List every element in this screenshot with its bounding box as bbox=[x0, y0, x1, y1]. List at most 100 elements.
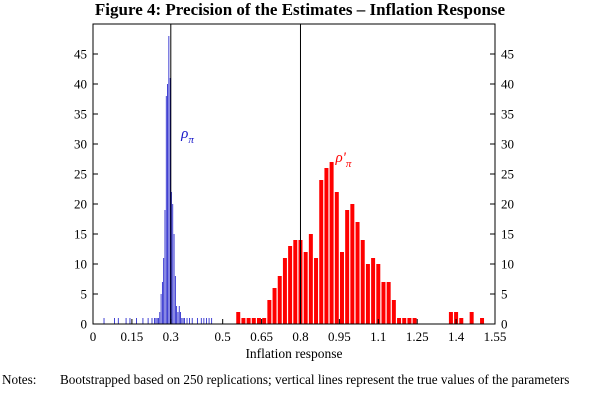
histogram-bar bbox=[277, 276, 282, 324]
y-tick-label-right: 20 bbox=[501, 197, 514, 212]
histogram-bar bbox=[376, 264, 381, 324]
y-tick-label-left: 40 bbox=[74, 77, 87, 92]
y-tick-label-right: 5 bbox=[501, 287, 508, 302]
histogram-bar bbox=[345, 210, 350, 324]
x-tick-label: 1.55 bbox=[484, 329, 507, 344]
series-labels-layer: ρπ ρ'π bbox=[180, 126, 352, 170]
y-tick-label-left: 5 bbox=[81, 287, 88, 302]
histogram-bar bbox=[155, 318, 157, 324]
histogram-bar bbox=[412, 318, 417, 324]
histogram-bar bbox=[158, 318, 159, 324]
histogram-bar bbox=[178, 306, 180, 324]
histogram-bar bbox=[371, 258, 376, 324]
y-tick-label-left: 15 bbox=[74, 227, 87, 242]
histogram-bar bbox=[469, 312, 474, 324]
y-tick-label-right: 45 bbox=[501, 47, 514, 62]
histogram-bar bbox=[246, 318, 251, 324]
histogram-bar bbox=[189, 318, 191, 324]
histogram-bar bbox=[308, 234, 313, 324]
histogram-bar bbox=[167, 84, 168, 324]
y-tick-label-left: 10 bbox=[74, 257, 87, 272]
histogram-bar bbox=[324, 168, 329, 324]
y-tick-label-right: 0 bbox=[501, 317, 508, 332]
series-label: ρ'π bbox=[334, 150, 351, 170]
histogram-bar bbox=[117, 318, 119, 324]
histogram-bar bbox=[334, 192, 339, 324]
y-tick-label-right: 30 bbox=[501, 137, 514, 152]
histogram-bar bbox=[480, 318, 485, 324]
histogram-bar bbox=[386, 282, 391, 324]
y-tick-label-right: 25 bbox=[501, 167, 514, 182]
histogram-bar bbox=[397, 318, 402, 324]
histogram-bar bbox=[163, 258, 165, 324]
histogram-bar bbox=[103, 318, 105, 324]
histogram-bar bbox=[350, 204, 355, 324]
histogram-bar bbox=[314, 258, 319, 324]
histogram-bar bbox=[241, 318, 246, 324]
histogram-bar bbox=[208, 318, 210, 324]
x-tick-label: 1.1 bbox=[370, 329, 386, 344]
histogram-bar bbox=[459, 318, 464, 324]
histogram-bar bbox=[142, 318, 144, 324]
histogram-bar bbox=[151, 318, 153, 324]
histogram-bar bbox=[186, 318, 188, 324]
x-tick-label: 0.3 bbox=[163, 329, 179, 344]
histogram-bar bbox=[200, 318, 202, 324]
histogram-bar bbox=[176, 306, 178, 324]
histogram-bar bbox=[206, 318, 207, 324]
histogram-bar bbox=[448, 312, 453, 324]
histogram-bar bbox=[136, 318, 137, 324]
figure-title: Figure 4: Precision of the Estimates – I… bbox=[94, 0, 506, 19]
histogram-bar bbox=[177, 312, 179, 324]
histogram-bar bbox=[154, 318, 155, 324]
histogram-bar bbox=[211, 318, 213, 324]
y-tick-label-right: 35 bbox=[501, 107, 514, 122]
histogram-bar bbox=[182, 318, 184, 324]
histogram-bar bbox=[303, 252, 308, 324]
histogram-bar bbox=[391, 300, 396, 324]
histogram-bar bbox=[196, 318, 198, 324]
histogram-bar bbox=[129, 318, 131, 324]
histogram-bar bbox=[161, 282, 163, 324]
histogram-bar bbox=[156, 318, 158, 324]
histogram-bar bbox=[288, 246, 293, 324]
histogram-bar bbox=[360, 240, 365, 324]
histogram-bar bbox=[191, 318, 193, 324]
bars-layer bbox=[103, 36, 485, 324]
y-tick-label-right: 40 bbox=[501, 77, 514, 92]
x-tick-label: 0.65 bbox=[250, 329, 273, 344]
histogram-bar bbox=[293, 240, 298, 324]
histogram-bar bbox=[168, 36, 170, 324]
y-tick-label-left: 0 bbox=[81, 317, 88, 332]
histogram-bar bbox=[159, 312, 161, 324]
histogram-bar bbox=[172, 204, 174, 324]
histogram-bar bbox=[169, 78, 171, 324]
x-tick-label: 0 bbox=[90, 329, 97, 344]
notes-label: Notes: bbox=[2, 372, 37, 387]
histogram-bar bbox=[262, 318, 267, 324]
y-tick-label-left: 20 bbox=[74, 197, 87, 212]
y-tick-label-left: 30 bbox=[74, 137, 87, 152]
x-tick-label: 1.25 bbox=[406, 329, 429, 344]
histogram-bar bbox=[282, 258, 287, 324]
histogram-bar bbox=[365, 264, 370, 324]
notes-text: Bootstrapped based on 250 replications; … bbox=[60, 372, 570, 387]
histogram-bar bbox=[339, 252, 344, 324]
histogram-bar bbox=[174, 276, 176, 324]
histogram-bar bbox=[355, 222, 360, 324]
histogram-bar bbox=[147, 318, 149, 324]
true-value-lines bbox=[170, 24, 301, 324]
histogram-bar bbox=[329, 162, 334, 324]
y-tick-label-left: 45 bbox=[74, 47, 87, 62]
histogram-bar bbox=[180, 312, 181, 324]
histogram-bar bbox=[184, 318, 185, 324]
histogram-bar bbox=[203, 318, 205, 324]
x-axis-label: Inflation response bbox=[245, 346, 342, 361]
histogram-bar bbox=[165, 96, 167, 324]
histogram-bar bbox=[256, 318, 261, 324]
x-tick-label: 0.8 bbox=[292, 329, 308, 344]
histogram-bar bbox=[272, 288, 277, 324]
series-label: ρπ bbox=[180, 126, 194, 146]
y-tick-label-left: 25 bbox=[74, 167, 87, 182]
